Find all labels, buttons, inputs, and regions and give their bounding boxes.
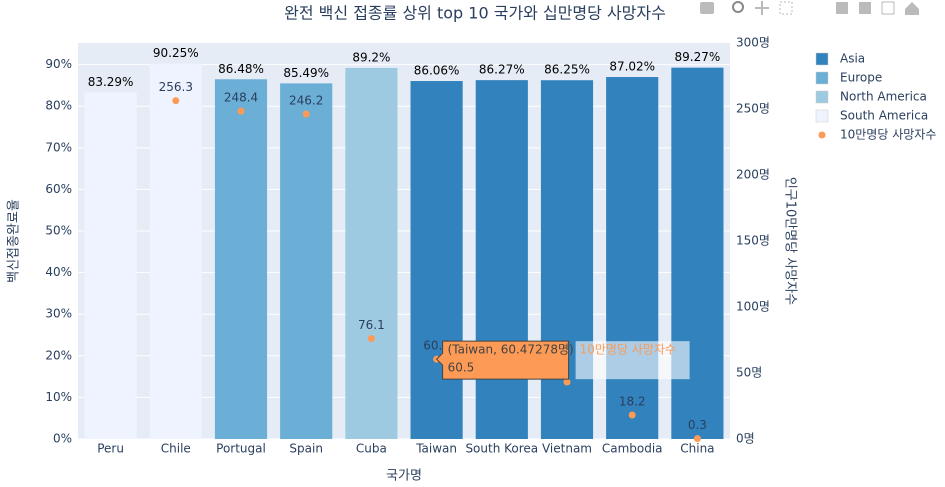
zoom-in-icon[interactable]	[836, 2, 848, 14]
point	[563, 378, 571, 386]
legend-label: 10만명당 사망자수	[840, 128, 936, 142]
legend-label: Asia	[840, 52, 865, 66]
bar-label: 86.48%	[218, 62, 264, 76]
y2-tick-label: 200명	[736, 168, 770, 182]
point	[302, 110, 310, 118]
y-tick-label: 80%	[45, 99, 72, 113]
bar-label: 89.2%	[352, 50, 390, 64]
x-tick-label: Peru	[97, 442, 124, 456]
point-label: 0.3	[688, 418, 707, 432]
point	[628, 411, 636, 419]
bar-label: 86.06%	[414, 64, 460, 78]
x-tick-label: Taiwan	[415, 442, 457, 456]
zoom-out-icon[interactable]	[859, 2, 871, 14]
autoscale-icon[interactable]	[881, 1, 895, 15]
tooltip-value: 60.5	[448, 361, 475, 375]
tooltip-box	[435, 340, 570, 380]
x-tick-label: China	[680, 442, 714, 456]
select-icon[interactable]	[779, 1, 793, 15]
y-tick-label: 90%	[45, 57, 72, 71]
tooltip-name-box	[575, 341, 690, 380]
y-tick-label: 50%	[45, 224, 72, 238]
bar	[149, 63, 202, 440]
bar	[671, 67, 724, 439]
y2-tick-label: 300명	[736, 36, 770, 50]
point	[693, 435, 701, 443]
chart-title: 완전 백신 접종률 상위 top 10 국가와 십만명당 사망자수	[284, 4, 666, 23]
x-tick-label: Chile	[161, 442, 191, 456]
legend-swatch	[815, 71, 829, 85]
pan-icon[interactable]	[755, 1, 769, 15]
bar-label: 85.49%	[283, 66, 329, 80]
point-label: 256.3	[159, 80, 193, 94]
bar-label: 86.25%	[544, 63, 590, 77]
y2-tick-label: 0명	[736, 432, 755, 446]
bar-label: 90.25%	[153, 46, 199, 60]
y2-tick-label: 250명	[736, 102, 770, 116]
x-tick-label: Portugal	[216, 442, 266, 456]
legend-swatch	[815, 90, 829, 104]
tooltip-name: 10만명당 사망자수	[580, 343, 676, 357]
point	[237, 107, 245, 115]
point	[172, 97, 180, 105]
modebar[interactable]	[700, 1, 919, 15]
x-tick-label: Spain	[289, 442, 323, 456]
point-label: 248.4	[224, 91, 258, 105]
bar	[214, 79, 268, 439]
point	[367, 335, 375, 343]
zoom-icon[interactable]	[732, 1, 744, 13]
x-axis-label: 국가명	[386, 469, 422, 484]
bar-label: 86.27%	[479, 63, 525, 77]
bar	[280, 83, 333, 440]
reset-icon[interactable]	[905, 2, 919, 15]
bar	[606, 77, 659, 439]
bar-label: 89.27%	[675, 50, 721, 64]
bar	[84, 92, 137, 439]
bar-label: 87.02%	[609, 60, 655, 74]
y-tick-label: 40%	[45, 265, 72, 279]
legend-label: Europe	[840, 71, 882, 85]
y-tick-label: 30%	[45, 307, 72, 321]
point-label: 76.1	[358, 318, 385, 332]
x-tick-label: Vietnam	[542, 442, 592, 456]
bar-label: 83.29%	[88, 75, 134, 89]
y2-tick-label: 50명	[736, 366, 762, 380]
y2-tick-label: 150명	[736, 234, 770, 248]
y2-tick-label: 100명	[736, 300, 770, 314]
y-tick-label: 70%	[45, 140, 72, 154]
camera-icon[interactable]	[700, 2, 714, 14]
bar	[475, 80, 528, 439]
bar	[345, 67, 398, 440]
x-tick-label: Cambodia	[602, 442, 663, 456]
bar	[410, 81, 463, 440]
y2-axis-label: 인구10만명당 사망자수	[783, 177, 798, 305]
legend-swatch	[815, 52, 829, 66]
legend-label: North America	[840, 90, 927, 104]
legend-swatch	[818, 131, 826, 139]
point-label: 18.2	[619, 394, 646, 408]
y-tick-label: 20%	[45, 348, 72, 362]
y-axis-label: 백신접종완료율	[7, 199, 22, 283]
y-tick-label: 0%	[53, 432, 72, 446]
tooltip-text: (Taiwan, 60.47278명)	[448, 343, 574, 357]
legend-swatch	[815, 109, 829, 123]
legend-label: South America	[840, 109, 928, 123]
x-tick-label: South Korea	[465, 442, 538, 456]
x-tick-label: Cuba	[356, 442, 387, 456]
y-tick-label: 60%	[45, 182, 72, 196]
y-tick-label: 10%	[45, 390, 72, 404]
point-label: 246.2	[289, 94, 323, 108]
